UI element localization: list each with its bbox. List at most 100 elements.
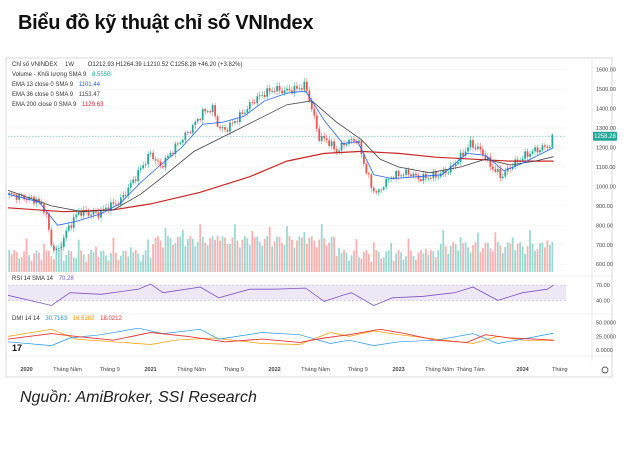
volume-bar [206,245,209,272]
time-tick-label: Tháng 9 [348,367,368,373]
volume-bar [110,253,112,272]
settings-icon[interactable] [601,366,609,374]
legend-ema36-value: 1153.47 [78,92,100,98]
volume-bar [162,247,164,272]
volume-bar [375,250,378,272]
candle-body [263,94,266,97]
rsi-line [7,283,554,306]
candle-body [236,121,239,123]
price-tick-label: 1100.00 [596,165,615,171]
candle-body [486,156,489,160]
volume-bar [372,242,375,272]
candle-body [186,131,189,133]
candle-body [147,154,150,165]
volume-bar [62,260,65,272]
volume-bar [442,230,445,272]
volume-bar [176,237,179,272]
candle-body [524,151,526,159]
volume-bar [516,243,519,272]
candle-body [25,199,28,201]
volume-bar [303,232,306,272]
volume-bar [85,261,88,272]
candle-body [181,139,184,143]
time-tick-label: 2023 [392,367,404,373]
volume-bar [263,238,266,272]
volume-bar [211,236,214,272]
volume-bar [315,247,318,272]
candle-body [219,126,221,129]
volume-bar [181,229,184,272]
ema200-line [7,150,554,213]
volume-bar [167,236,169,272]
volume-bar [486,242,489,272]
legend-dmi-label: DMI 14 14 [12,316,40,322]
candle-body [176,143,179,145]
volume-bar [325,245,328,272]
volume-bar [514,250,517,272]
volume-bar [407,238,410,272]
legend-ema13-label: EMA 13 close 0 SMA 9 [12,82,74,88]
candle-body [70,225,73,228]
volume-bar [482,248,484,272]
candle-body [377,189,380,193]
volume-bar [330,236,333,272]
volume-bar [286,226,288,272]
candle-body [353,139,355,142]
candle-body [296,86,298,89]
candle-body [278,85,281,91]
candle-body [489,156,492,167]
candle-body [360,140,363,155]
legend-ema36-label: EMA 36 close 0 SMA 9 [12,92,74,98]
volume-bar [114,252,117,272]
candle-body [534,147,536,152]
time-tick-label: Tháng 9 [100,367,120,373]
volume-bar [132,252,135,272]
volume-bar [395,253,398,272]
volume-bar [119,255,122,272]
dmi-minus-line [7,328,554,345]
candle-body [469,140,472,148]
volume-bar [281,242,283,272]
volume-bar [70,251,73,272]
candle-body [15,194,18,200]
candle-body [477,146,479,149]
grid-lines [8,69,566,265]
legend-symbol-row: Chỉ số VNINDEX 1W O1212.93 H1264.39 L121… [12,62,243,68]
volume-bar [539,243,541,272]
candle-body [241,112,244,114]
candle-body [214,105,216,117]
volume-bar [184,246,187,272]
last-price-tag[interactable]: 1258.28 [593,131,617,141]
volume-bar [291,239,293,272]
candle-body [62,237,65,247]
axes: 1600.00 1500.00 1400.00 1300.00 1200.00 1100.… [6,58,616,373]
candle-body [367,173,370,175]
candle-body [459,152,462,163]
candle-body [551,134,554,147]
candle-body [191,124,194,133]
time-tick-label: Tháng Tám [457,367,485,373]
candle-body [107,207,110,211]
volume-bar [353,250,355,272]
candle-body [343,142,345,146]
volume-bar [439,243,442,272]
volume-bar [256,236,259,272]
volume-bar [536,248,539,272]
rsi-tick-label: 70.00 [596,283,610,289]
volume-bar [320,224,323,272]
volume-bar [551,242,554,272]
volume-bar [243,236,246,272]
time-tick-label: Tháng Năm [425,367,454,373]
volume-bar [429,250,432,272]
candle-body [266,88,269,97]
candle-body [229,122,231,132]
volume-bar [544,247,546,272]
volume-bar [305,243,308,272]
candle-body [362,154,365,164]
volume-bar [343,250,345,272]
volume-bar [43,244,45,272]
candle-body [258,95,261,97]
volume-bar [122,250,125,272]
volume-bar [204,242,207,272]
candle-body [526,151,529,157]
